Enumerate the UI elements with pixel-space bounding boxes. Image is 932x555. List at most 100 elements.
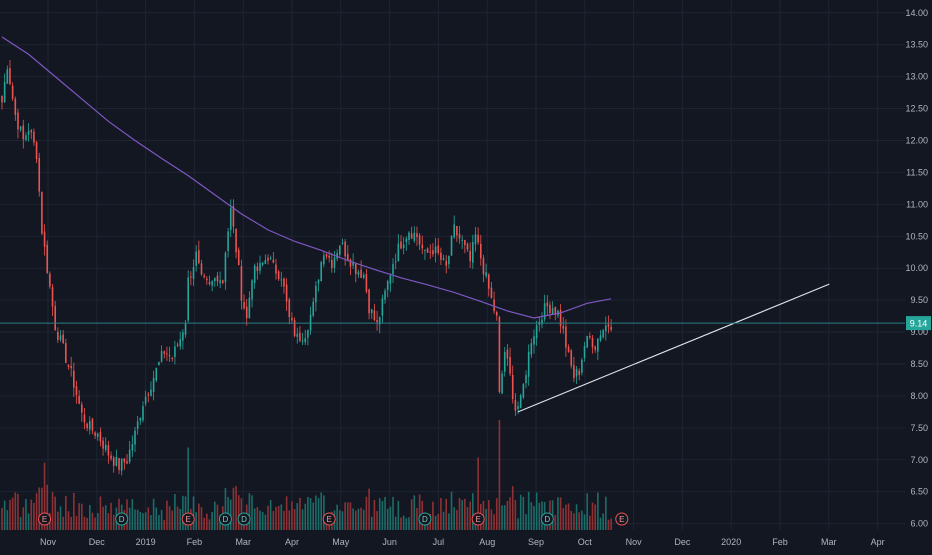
candle-body	[605, 325, 607, 332]
trendline-layer[interactable]	[517, 283, 830, 413]
volume-bar	[519, 494, 522, 530]
last-price-box	[906, 316, 931, 331]
time-axis[interactable]: Nov Dec 2019 Feb Mar Apr May Jun Jul Aug Sep Oct Nov…	[40, 537, 885, 547]
volume-bar	[285, 496, 288, 530]
candle-body	[559, 309, 562, 327]
volume-bar	[67, 511, 70, 530]
candle-body	[49, 273, 51, 287]
candle-body	[594, 346, 596, 350]
candle-body	[466, 243, 469, 250]
candle-body	[397, 243, 400, 262]
candle-body	[208, 282, 211, 284]
candle-body	[583, 345, 586, 358]
candle-body	[453, 224, 455, 238]
candle-body	[126, 461, 128, 464]
candle-body	[347, 253, 349, 261]
dividend-marker[interactable]: D	[418, 512, 432, 526]
candle-body	[461, 239, 463, 241]
volume-bar	[578, 512, 581, 530]
earnings-marker[interactable]: E	[471, 512, 485, 526]
candle-body	[482, 258, 485, 275]
earnings-marker[interactable]: E	[181, 512, 195, 526]
volume-bar	[200, 507, 203, 530]
candle-body	[506, 349, 509, 359]
candle-body	[280, 279, 283, 281]
volume-bar	[75, 516, 78, 530]
volume-bar	[112, 514, 115, 530]
candle-body	[240, 266, 243, 301]
candle-body	[426, 248, 429, 253]
volume-bar	[570, 510, 573, 530]
candle-body	[9, 68, 11, 85]
candle-body	[317, 279, 320, 284]
candle-body	[394, 261, 397, 263]
volume-bar	[347, 502, 349, 530]
candle-body	[134, 430, 136, 445]
volume-bar	[437, 513, 440, 530]
volume-bar	[599, 517, 602, 530]
candle-body	[104, 444, 107, 450]
candle-body	[96, 433, 99, 437]
time-tick-label: Apr	[285, 537, 299, 547]
candle-body	[75, 386, 78, 395]
candle-body	[65, 343, 67, 363]
candle-body	[509, 356, 511, 374]
candle-body	[323, 255, 325, 265]
marker-circle	[418, 512, 432, 526]
price-tick-label: 9.50	[910, 295, 928, 305]
dividend-marker[interactable]: D	[237, 512, 251, 526]
price-tick-label: 13.00	[905, 72, 928, 82]
marker-label: D	[223, 515, 229, 524]
volume-bar	[126, 499, 128, 530]
volume-bar	[54, 496, 56, 530]
volume-bar	[339, 510, 341, 530]
candle-body	[25, 135, 27, 140]
time-tick-label: Jun	[382, 537, 397, 547]
volume-bar	[280, 504, 283, 530]
earnings-marker[interactable]: E	[615, 512, 629, 526]
volume-bar	[104, 505, 107, 530]
volume-bar	[307, 496, 309, 530]
candle-body	[41, 192, 43, 234]
price-axis[interactable]: 14.00 13.50 13.00 12.50 12.00 11.50 11.00 10.50…	[905, 8, 928, 529]
dividend-marker[interactable]: D	[218, 512, 232, 526]
dividend-marker[interactable]: D	[115, 512, 129, 526]
volume-bar	[275, 506, 277, 530]
volume-bar	[487, 500, 490, 530]
candle-body	[176, 344, 179, 346]
price-tick-label: 11.00	[906, 199, 928, 209]
earnings-marker[interactable]: E	[322, 512, 336, 526]
candle-body	[184, 322, 187, 335]
candle-body	[434, 246, 437, 254]
candle-body	[206, 278, 208, 281]
candle-body	[182, 332, 184, 341]
candle-body	[485, 272, 487, 277]
volume-bar	[533, 506, 535, 530]
marker-label: E	[186, 515, 191, 524]
volume-bar	[317, 498, 320, 530]
volume-bar	[195, 512, 197, 530]
volume-bar	[259, 510, 261, 530]
marker-circle	[471, 512, 485, 526]
candle-body	[392, 263, 394, 275]
candle-body	[200, 263, 203, 275]
time-tick-label: Mar	[821, 537, 837, 547]
candle-body	[187, 277, 189, 321]
candle-body	[128, 449, 131, 462]
trendline[interactable]	[517, 283, 830, 413]
candle-body	[307, 330, 309, 338]
marker-circle	[38, 512, 52, 526]
candle-body	[416, 233, 418, 238]
candle-body	[328, 255, 330, 258]
volume-bar	[315, 495, 317, 530]
candle-body	[11, 85, 14, 99]
earnings-marker[interactable]: E	[38, 512, 52, 526]
volume-bar	[147, 507, 150, 530]
volume-bar	[357, 508, 360, 530]
dividend-marker[interactable]: D	[540, 512, 554, 526]
volume-bar	[267, 505, 269, 530]
candle-body	[464, 239, 466, 246]
volume-bar	[511, 486, 514, 530]
candle-body	[102, 440, 104, 449]
